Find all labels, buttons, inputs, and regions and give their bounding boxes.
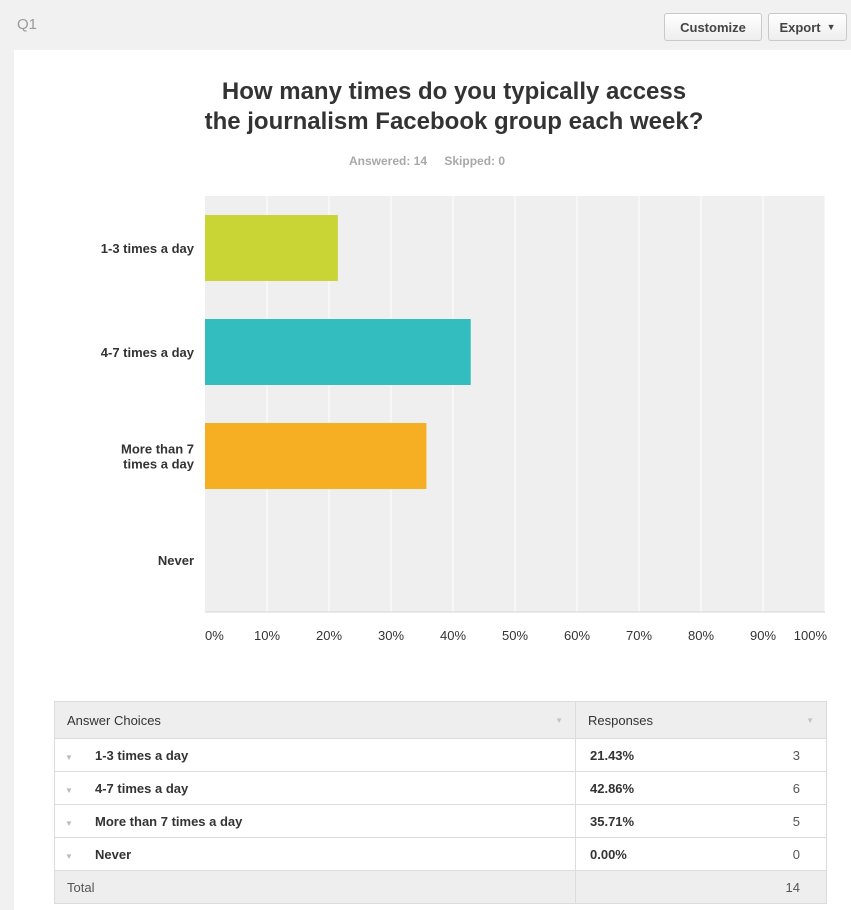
table-row: ▼ More than 7 times a day 35.71% 5 <box>54 804 827 838</box>
response-count: 0 <box>792 846 800 862</box>
export-button[interactable]: Export ▼ <box>768 13 847 41</box>
response-count: 3 <box>792 747 800 763</box>
response-percent: 0.00% <box>590 846 627 862</box>
expand-arrow-icon[interactable]: ▼ <box>65 818 73 828</box>
sort-arrow-icon[interactable]: ▼ <box>555 715 563 725</box>
response-percent: 21.43% <box>590 747 635 763</box>
x-tick-label: 0% <box>205 628 224 643</box>
x-tick-label: 70% <box>626 628 652 643</box>
x-tick-label: 90% <box>750 628 776 643</box>
x-tick-label: 80% <box>688 628 714 643</box>
chart-title-line-2: the journalism Facebook group each week? <box>204 108 704 135</box>
choice-label: 4-7 times a day <box>95 780 189 796</box>
x-tick-label: 10% <box>254 628 280 643</box>
choice-cell: ▼ 4-7 times a day <box>54 771 576 805</box>
expand-arrow-icon[interactable]: ▼ <box>65 752 73 762</box>
response-cell: 0.00% 0 <box>575 837 827 871</box>
total-label-cell: Total <box>54 870 576 904</box>
response-count: 5 <box>792 813 800 829</box>
x-tick-label: 30% <box>378 628 404 643</box>
category-label: More than 7 <box>121 442 194 457</box>
question-panel: How many times do you typically access t… <box>14 50 851 910</box>
table-header-row: Answer Choices ▼ Responses ▼ <box>54 701 827 739</box>
table-total-row: Total 14 <box>54 870 827 904</box>
choice-cell: ▼ 1-3 times a day <box>54 738 576 772</box>
choice-cell: ▼ More than 7 times a day <box>54 804 576 838</box>
question-header-bar: Q1 Customize Export ▼ <box>0 0 851 50</box>
total-count-cell: 14 <box>575 870 827 904</box>
choice-label: 1-3 times a day <box>95 747 189 763</box>
category-label: 1-3 times a day <box>101 241 195 256</box>
responses-header-label: Responses <box>588 712 654 728</box>
answered-count: Answered: 14 <box>349 154 428 168</box>
export-button-label: Export <box>779 19 821 35</box>
table-row: ▼ 1-3 times a day 21.43% 3 <box>54 738 827 772</box>
sort-arrow-icon[interactable]: ▼ <box>806 715 814 725</box>
responses-header[interactable]: Responses ▼ <box>575 701 827 739</box>
response-count: 6 <box>792 780 800 796</box>
chart-title: How many times do you typically access t… <box>14 77 851 137</box>
category-label: Never <box>158 553 194 568</box>
table-row: ▼ 4-7 times a day 42.86% 6 <box>54 771 827 805</box>
total-count: 14 <box>785 879 800 895</box>
bar <box>205 215 338 281</box>
question-number: Q1 <box>17 16 38 33</box>
bar <box>205 319 471 385</box>
choice-label: Never <box>95 846 132 862</box>
x-tick-label: 100% <box>794 628 828 643</box>
expand-arrow-icon[interactable]: ▼ <box>65 785 73 795</box>
response-cell: 21.43% 3 <box>575 738 827 772</box>
x-tick-label: 40% <box>440 628 466 643</box>
choice-label: More than 7 times a day <box>95 813 243 829</box>
total-label: Total <box>67 879 95 895</box>
skipped-count: Skipped: 0 <box>444 154 506 168</box>
category-label: 4-7 times a day <box>101 345 195 360</box>
category-label: times a day <box>123 457 195 472</box>
expand-arrow-icon[interactable]: ▼ <box>65 851 73 861</box>
x-tick-label: 60% <box>564 628 590 643</box>
x-tick-label: 20% <box>316 628 342 643</box>
chevron-down-icon: ▼ <box>826 22 836 32</box>
response-summary: Answered: 14 Skipped: 0 <box>349 154 505 168</box>
answer-choices-header-label: Answer Choices <box>67 712 161 728</box>
choice-cell: ▼ Never <box>54 837 576 871</box>
table-row: ▼ Never 0.00% 0 <box>54 837 827 871</box>
chart-title-line-1: How many times do you typically access <box>221 78 687 105</box>
x-tick-label: 50% <box>502 628 528 643</box>
bar <box>205 423 427 489</box>
bar-chart: 1-3 times a day 4-7 times a day More than … <box>101 196 828 643</box>
response-percent: 42.86% <box>590 780 635 796</box>
customize-button-label: Customize <box>680 19 746 35</box>
customize-button[interactable]: Customize <box>664 13 762 41</box>
response-cell: 35.71% 5 <box>575 804 827 838</box>
response-cell: 42.86% 6 <box>575 771 827 805</box>
response-percent: 35.71% <box>590 813 635 829</box>
answer-choices-header[interactable]: Answer Choices ▼ <box>54 701 576 739</box>
responses-table: Answer Choices ▼ Responses ▼ ▼ 1-3 times … <box>54 701 827 904</box>
